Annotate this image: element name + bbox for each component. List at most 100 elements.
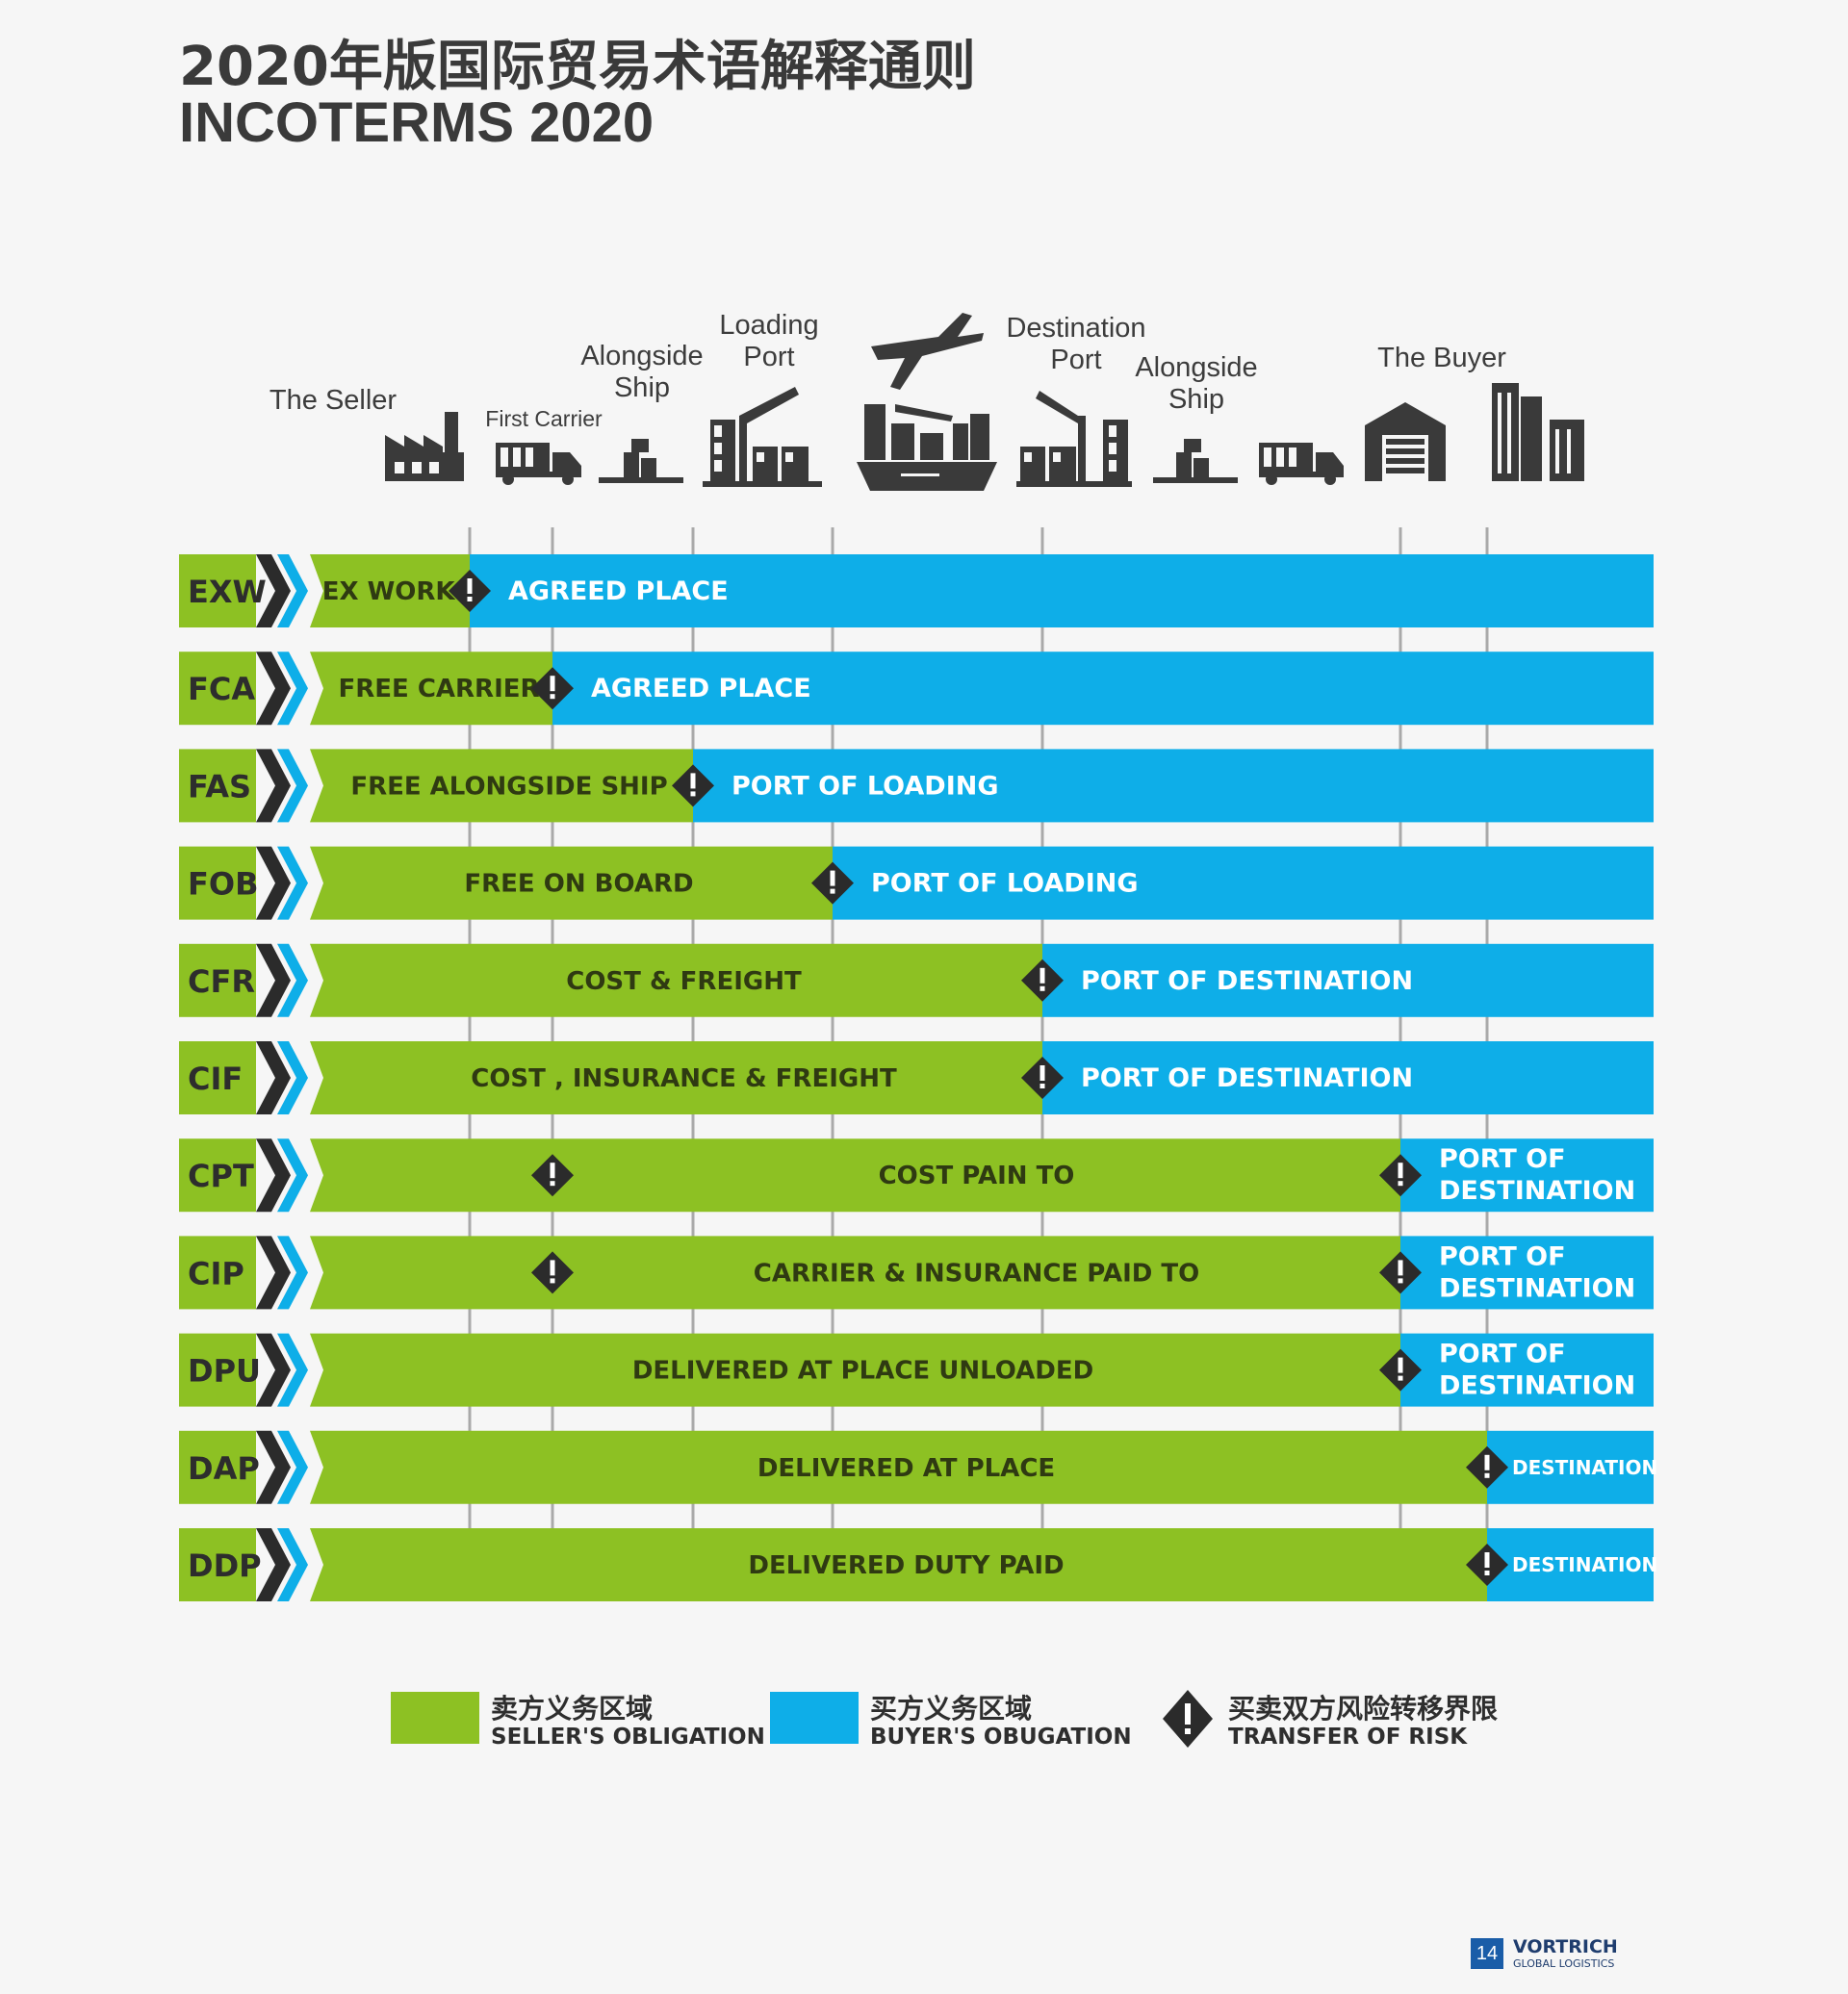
seller-term-label: FREE ON BOARD xyxy=(464,870,693,899)
buyer-obligation-bar xyxy=(552,652,1654,726)
term-code-box xyxy=(179,749,256,823)
seller-obligation-bar xyxy=(310,943,1042,1017)
buyer-term-label: DESTINATION xyxy=(1439,1176,1635,1206)
risk-transfer-marker-icon xyxy=(531,1154,574,1197)
term-code: CPT xyxy=(188,1158,254,1194)
brand-name: VORTRICH xyxy=(1513,1936,1618,1957)
buyer-obligation-bar xyxy=(693,749,1654,823)
legend-seller-swatch xyxy=(391,1692,479,1744)
term-code: DPU xyxy=(188,1353,261,1390)
risk-transfer-marker-icon xyxy=(1379,1154,1422,1197)
term-row-cip: CIP CARRIER & INSURANCE PAID TO PORT OFDES… xyxy=(179,1236,1654,1310)
risk-transfer-marker-icon xyxy=(672,764,714,807)
term-code: FCA xyxy=(188,671,255,707)
chevron-dark-icon xyxy=(256,1138,291,1213)
chevron-dark-icon xyxy=(256,1236,291,1310)
stage-icons xyxy=(385,313,1584,491)
risk-transfer-marker-icon xyxy=(1021,959,1064,1002)
term-code-box xyxy=(179,943,256,1017)
term-code-box xyxy=(179,1236,256,1310)
buyer-term-label: PORT OF DESTINATION xyxy=(1081,1063,1413,1093)
term-row-dpu: DPU DELIVERED AT PLACE UNLOADED PORT OFDES… xyxy=(179,1333,1654,1407)
risk-transfer-marker-icon xyxy=(1466,1544,1508,1586)
buyer-term-label: PORT OF DESTINATION xyxy=(1081,966,1413,996)
buyer-term-label: AGREED PLACE xyxy=(591,674,811,703)
buyer-obligation-bar xyxy=(1400,1138,1654,1213)
warehouse-icon xyxy=(1365,402,1446,481)
risk-transfer-marker-icon xyxy=(1466,1445,1508,1489)
seller-term-label: FREE CARRIER xyxy=(338,675,539,703)
incoterms-rows: EXW EX WORKS AGREED PLACE FCA FREE CARRIER AG… xyxy=(179,527,1657,1601)
page-title-chinese: 2020年版国际贸易术语解释通则 xyxy=(179,36,976,98)
term-code-box xyxy=(179,1333,256,1407)
seller-obligation-bar xyxy=(310,1041,1042,1114)
chevron-blue-icon xyxy=(277,749,308,823)
chevron-dark-icon xyxy=(256,1430,291,1504)
risk-transfer-marker-icon xyxy=(449,570,491,612)
chevron-blue-icon xyxy=(277,1528,308,1601)
seller-term-label: CARRIER & INSURANCE PAID TO xyxy=(754,1259,1199,1288)
chevron-blue-icon xyxy=(277,1430,308,1504)
seller-obligation-bar xyxy=(310,1430,1487,1504)
legend-buyer-zh: 买方义务区域 xyxy=(870,1693,1033,1725)
seller-obligation-bar xyxy=(310,652,552,726)
buyer-term-label: PORT OF LOADING xyxy=(732,771,999,801)
legend-seller-en: SELLER'S OBLIGATION xyxy=(491,1725,765,1750)
buyer-obligation-bar xyxy=(1400,1333,1654,1407)
stage-label-first-carrier: First Carrier xyxy=(485,406,603,431)
term-row-cif: CIF COST , INSURANCE & FREIGHT PORT OF DES… xyxy=(179,1041,1654,1114)
legend-risk-zh: 买卖双方风险转移界限 xyxy=(1228,1693,1499,1725)
risk-transfer-marker-icon xyxy=(811,861,854,905)
term-code: DAP xyxy=(188,1450,260,1487)
legend-buyer-swatch xyxy=(770,1692,859,1744)
legend-risk-en: TRANSFER OF RISK xyxy=(1228,1725,1468,1750)
port-crane-icon xyxy=(1016,391,1132,487)
buyer-obligation-bar xyxy=(1487,1528,1654,1601)
truck-icon xyxy=(496,443,581,485)
term-code-box xyxy=(179,1041,256,1114)
risk-marker-icon xyxy=(1163,1690,1213,1748)
buyer-obligation-bar xyxy=(1487,1430,1654,1504)
buyer-term-label: PORT OF xyxy=(1439,1144,1566,1174)
stage-label-loading-port: Loading Port xyxy=(719,310,819,372)
term-code: CFR xyxy=(188,963,255,1000)
cargo-platform-icon xyxy=(1153,439,1238,483)
risk-transfer-marker-icon xyxy=(531,667,574,710)
chevron-blue-icon xyxy=(277,1236,308,1310)
term-code: EXW xyxy=(188,574,267,610)
seller-obligation-bar xyxy=(310,1333,1400,1407)
term-code: DDP xyxy=(188,1547,262,1584)
buyer-obligation-bar xyxy=(1400,1236,1654,1310)
chevron-dark-icon xyxy=(256,1333,291,1407)
chevron-dark-icon xyxy=(256,846,291,920)
seller-obligation-bar xyxy=(310,1236,1400,1310)
buyer-term-label: PORT OF xyxy=(1439,1340,1566,1369)
term-code-box xyxy=(179,554,256,627)
page-title-english: INCOTERMS 2020 xyxy=(179,91,654,154)
term-row-exw: EXW EX WORKS AGREED PLACE xyxy=(179,554,1654,627)
legend-seller-zh: 卖方义务区域 xyxy=(491,1693,654,1725)
buyer-obligation-bar xyxy=(470,554,1654,627)
chevron-dark-icon xyxy=(256,943,291,1017)
term-code-box xyxy=(179,1528,256,1601)
chevron-blue-icon xyxy=(277,1333,308,1407)
stage-label-seller: The Seller xyxy=(269,385,398,416)
chevron-blue-icon xyxy=(277,846,308,920)
risk-transfer-marker-icon xyxy=(1021,1057,1064,1099)
buyer-term-label: DESTINATION xyxy=(1439,1273,1635,1303)
cargo-platform-icon xyxy=(599,439,683,483)
legend: 卖方义务区域 SELLER'S OBLIGATION 买方义务区域 BUYER'… xyxy=(0,1684,1848,1761)
buyer-obligation-bar xyxy=(833,846,1654,920)
buyer-term-label: PORT OF xyxy=(1439,1241,1566,1271)
stage-label-buyer: The Buyer xyxy=(1377,343,1506,373)
chevron-blue-icon xyxy=(277,652,308,726)
buyer-term-label: PORT OF LOADING xyxy=(871,869,1139,899)
brand-subtitle: GLOBAL LOGISTICS xyxy=(1513,1957,1615,1970)
chevron-blue-icon xyxy=(277,1138,308,1213)
buyer-term-label: AGREED PLACE xyxy=(508,576,729,606)
risk-transfer-marker-icon xyxy=(1379,1251,1422,1294)
seller-obligation-bar xyxy=(310,554,470,627)
page-number: 14 xyxy=(1471,1938,1503,1969)
